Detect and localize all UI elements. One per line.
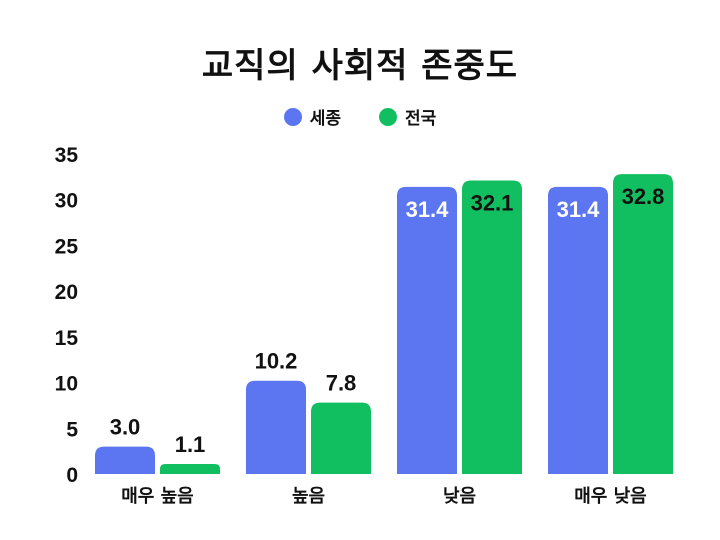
data-label: 32.8 xyxy=(622,184,665,209)
y-tick-label: 5 xyxy=(66,418,78,441)
x-tick-label: 낮음 xyxy=(443,486,476,507)
legend-label-national: 전국 xyxy=(405,109,437,129)
y-tick-label: 10 xyxy=(55,373,78,396)
bar-sejong xyxy=(95,446,155,474)
bar-national xyxy=(160,463,220,474)
bar-sejong xyxy=(397,186,457,474)
data-label: 10.2 xyxy=(255,349,298,374)
legend-swatch-sejong xyxy=(283,107,302,126)
data-label: 1.1 xyxy=(175,432,206,457)
legend-item-national: 전국 xyxy=(379,104,436,129)
data-label: 7.8 xyxy=(326,371,357,396)
chart-legend: 세종 전국 xyxy=(0,104,720,129)
x-tick-label: 매우 낮음 xyxy=(574,486,647,507)
legend-item-sejong: 세종 xyxy=(283,104,341,129)
chart-title: 교직의 사회적 존중도 xyxy=(201,46,519,86)
x-tick-label: 매우 높음 xyxy=(121,486,194,507)
legend-label-sejong: 세종 xyxy=(309,109,341,129)
y-tick-label: 30 xyxy=(55,190,78,213)
data-label: 31.4 xyxy=(406,197,450,222)
data-label: 3.0 xyxy=(110,415,141,440)
legend-swatch-national xyxy=(379,107,397,126)
y-tick-label: 20 xyxy=(55,281,78,304)
x-tick-label: 높음 xyxy=(292,486,325,507)
bar-national xyxy=(613,174,673,474)
bar-sejong xyxy=(548,186,608,474)
y-tick-label: 35 xyxy=(55,144,79,167)
y-tick-label: 25 xyxy=(55,235,79,258)
bar-national xyxy=(311,402,371,474)
data-label: 32.1 xyxy=(471,191,514,216)
bar-national xyxy=(462,180,522,474)
bar-sejong xyxy=(246,380,306,474)
y-tick-label: 15 xyxy=(55,327,79,350)
y-tick-label: 0 xyxy=(66,464,78,487)
data-label: 31.4 xyxy=(557,197,601,222)
